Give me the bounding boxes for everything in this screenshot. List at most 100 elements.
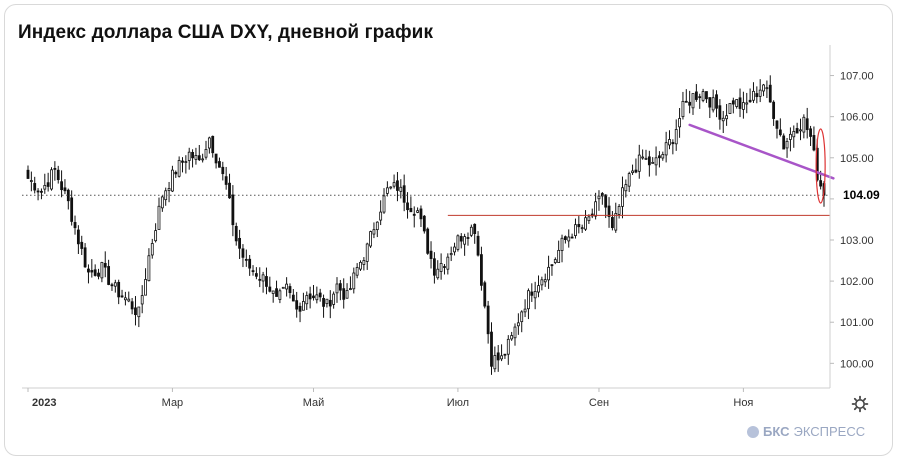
candle-body (674, 129, 678, 145)
gear-icon[interactable] (851, 395, 869, 413)
candle-body (359, 261, 362, 270)
candle-body (738, 97, 742, 109)
candle-body (201, 158, 205, 161)
candle-body (466, 237, 470, 239)
candle-body (741, 102, 745, 110)
candle-body (668, 139, 671, 146)
candle-body (584, 217, 587, 230)
y-tick-label: 101.00 (840, 317, 874, 329)
candle-body (134, 307, 137, 316)
candle-body (426, 228, 430, 254)
candle-body (171, 169, 174, 192)
candle-body (611, 217, 614, 229)
candle-body (147, 255, 151, 282)
candle-body (604, 194, 608, 208)
candle-body (181, 160, 184, 163)
candle-body (177, 160, 181, 177)
y-tick-label: 106.00 (840, 112, 874, 124)
candle-body (332, 293, 336, 305)
candle-body (83, 247, 87, 268)
candle-body (664, 142, 668, 156)
candle-body (103, 263, 107, 268)
candle-body (748, 99, 752, 103)
candle-body (90, 270, 94, 273)
candle-body (594, 201, 598, 217)
candle-body (530, 291, 534, 296)
candle-body (402, 185, 406, 203)
candle-body (338, 283, 342, 291)
candle-body (476, 235, 480, 256)
candle-body (127, 298, 131, 302)
candle-body (483, 282, 487, 307)
candle-body (100, 262, 104, 279)
candle-body (641, 156, 645, 159)
candle-body (624, 184, 628, 192)
candle-body (312, 295, 315, 299)
candle-body (244, 258, 248, 261)
candle-body (254, 273, 258, 277)
candle-body (231, 194, 235, 226)
candle-body (631, 170, 634, 174)
chart-title: Индекс доллара США DXY, дневной график (18, 22, 434, 43)
candle-body (755, 93, 759, 98)
candle-body (271, 290, 275, 294)
candle-body (73, 222, 77, 229)
candle-body (285, 283, 289, 290)
candle-body (298, 305, 302, 312)
candle-body (432, 258, 436, 276)
candle-body (396, 180, 399, 191)
candle-body (305, 295, 309, 305)
x-tick-label: Мар (162, 397, 184, 409)
brand-name-rest: ЭКСПРЕСС (793, 424, 866, 439)
candle-body (130, 301, 134, 310)
candle-body (211, 135, 215, 154)
candle-body (617, 206, 621, 215)
candle-body (486, 305, 490, 335)
candle-body (160, 196, 164, 209)
candle-body (167, 188, 171, 191)
brand-mark-icon (747, 425, 759, 438)
candle-body (392, 182, 396, 187)
candle-body (547, 266, 550, 281)
candle-body (658, 155, 661, 159)
candle-body (93, 269, 97, 276)
y-tick-label: 103.00 (840, 235, 874, 247)
candle-body (291, 294, 295, 302)
trendline (688, 123, 835, 180)
candle-body (567, 236, 571, 242)
candle-body (684, 100, 688, 103)
candle-body (258, 278, 262, 281)
candle-body (607, 205, 611, 217)
candle-body (439, 263, 443, 272)
candle-body (406, 202, 409, 211)
candle-body (809, 128, 812, 137)
candle-body (799, 129, 802, 132)
candle-body (26, 169, 30, 179)
candle-body (204, 149, 208, 158)
candle-body (480, 254, 483, 286)
candle-body (436, 268, 440, 279)
y-tick-label: 100.00 (840, 358, 874, 370)
candle-body (218, 161, 221, 168)
candle-body (399, 186, 403, 192)
candle-body (463, 236, 467, 245)
candle-body (513, 326, 517, 339)
candle-body (191, 152, 194, 159)
candle-body (651, 161, 655, 164)
x-tick-label: Июл (447, 397, 469, 409)
candle-body (375, 221, 379, 231)
candle-body (785, 140, 789, 149)
y-tick-label: 107.00 (840, 71, 874, 83)
candle-body (207, 137, 211, 149)
candle-body (120, 295, 124, 298)
candle-body (318, 292, 322, 298)
candle-body (140, 295, 144, 305)
candle-body (681, 100, 685, 118)
candle-body (110, 284, 114, 287)
candle-body (43, 185, 47, 190)
candle-body (557, 249, 561, 263)
candle-body (80, 241, 84, 249)
candle-body (429, 250, 433, 259)
chart-card (4, 4, 893, 456)
